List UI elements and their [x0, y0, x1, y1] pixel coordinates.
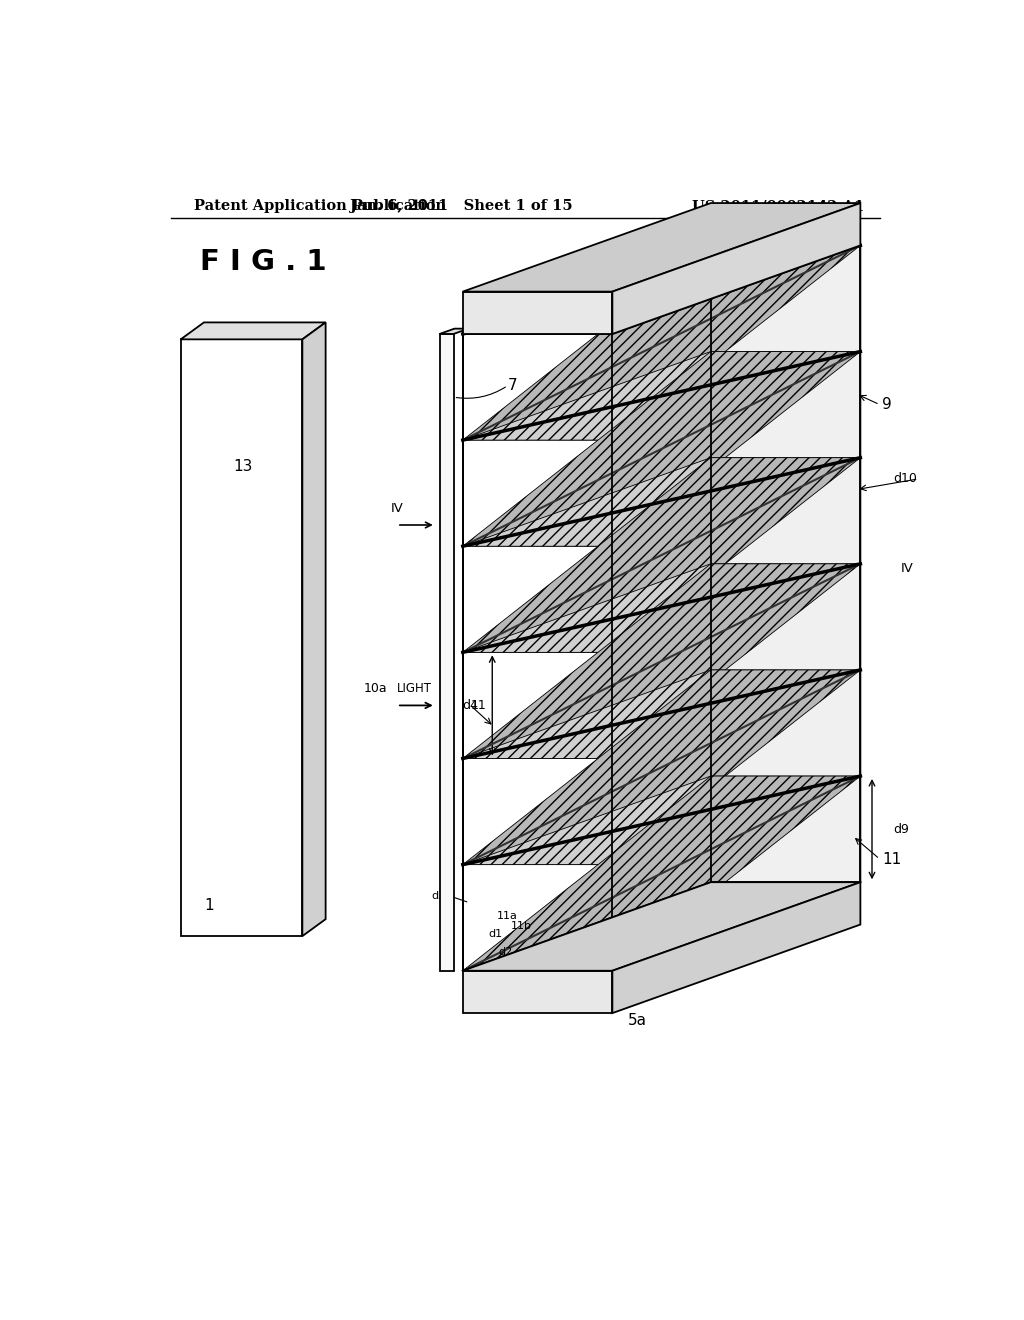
Text: 11: 11 [471, 698, 486, 711]
Polygon shape [463, 776, 860, 865]
Polygon shape [463, 458, 860, 546]
Text: Patent Application Publication: Patent Application Publication [194, 199, 445, 213]
Polygon shape [612, 246, 860, 970]
Polygon shape [180, 339, 302, 936]
Text: 11: 11 [882, 851, 901, 867]
Text: 13: 13 [233, 459, 252, 474]
Polygon shape [612, 882, 860, 1014]
Text: IV: IV [390, 502, 403, 515]
Text: IV: IV [900, 561, 913, 574]
Polygon shape [463, 671, 860, 865]
Text: 5b: 5b [608, 300, 628, 314]
Text: Jan. 6, 2011   Sheet 1 of 15: Jan. 6, 2011 Sheet 1 of 15 [350, 199, 572, 213]
Polygon shape [463, 351, 860, 440]
Polygon shape [463, 458, 860, 652]
Polygon shape [463, 970, 612, 1014]
Text: F I G . 1: F I G . 1 [201, 248, 327, 276]
Polygon shape [463, 246, 860, 334]
Text: io: io [545, 986, 555, 997]
Text: 1: 1 [205, 898, 214, 913]
Text: US 2011/0002142 A1: US 2011/0002142 A1 [692, 199, 864, 213]
Text: 9: 9 [882, 397, 892, 412]
Text: 10a: 10a [364, 682, 387, 696]
Polygon shape [463, 246, 860, 334]
Text: d10: d10 [894, 473, 918, 486]
Polygon shape [463, 882, 860, 970]
Polygon shape [463, 564, 860, 652]
Text: d2: d2 [499, 946, 513, 957]
Polygon shape [463, 776, 860, 970]
Polygon shape [463, 203, 860, 292]
Polygon shape [439, 334, 454, 970]
Text: d9: d9 [894, 822, 909, 836]
Text: d5: d5 [499, 977, 512, 987]
Text: 7: 7 [508, 378, 517, 393]
Polygon shape [463, 351, 860, 546]
Text: LIGHT: LIGHT [397, 682, 432, 696]
Polygon shape [463, 564, 860, 759]
Text: d1: d1 [488, 928, 503, 939]
Text: d0: d0 [518, 989, 531, 999]
Text: 5a: 5a [628, 1014, 647, 1028]
Polygon shape [439, 329, 468, 334]
Polygon shape [463, 882, 860, 970]
Polygon shape [463, 334, 612, 970]
Polygon shape [180, 322, 326, 339]
Polygon shape [463, 246, 860, 440]
Text: LIGHT: LIGHT [505, 994, 539, 1005]
Polygon shape [463, 292, 612, 334]
Polygon shape [302, 322, 326, 936]
Text: d3: d3 [432, 891, 445, 902]
Text: 11a: 11a [498, 911, 518, 920]
Polygon shape [612, 203, 860, 334]
Text: d4: d4 [463, 698, 478, 711]
Text: 11b: 11b [510, 921, 531, 931]
Polygon shape [463, 671, 860, 759]
